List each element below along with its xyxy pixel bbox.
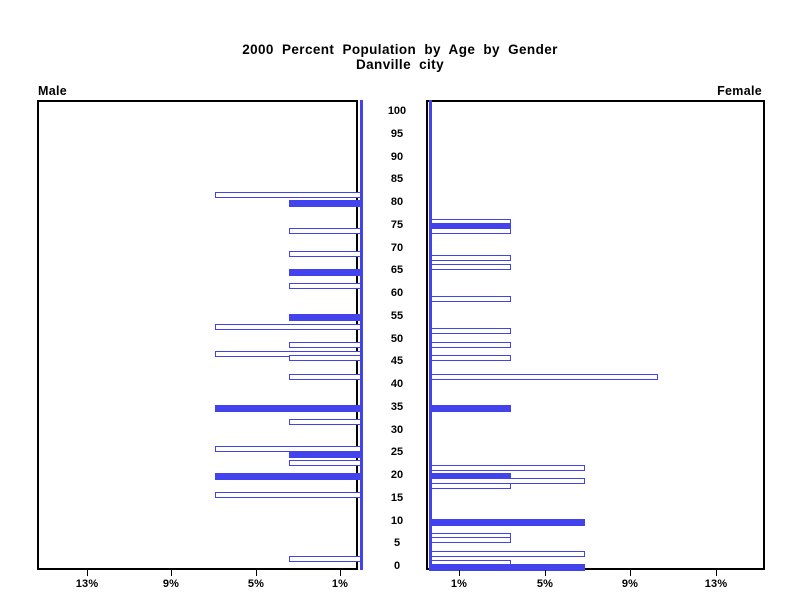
female-x-tick-label-1: 1% (450, 578, 468, 590)
male-x-tick-label-13: 13% (75, 578, 99, 590)
bar-female-age-18 (429, 483, 511, 489)
age-tick-label-75: 75 (390, 219, 404, 231)
female-x-tick-label-13: 13% (704, 578, 728, 590)
bar-female-age-75 (429, 223, 511, 230)
bar-female-age-3 (429, 551, 585, 557)
bar-male-age-42 (289, 374, 361, 380)
age-tick-label-5: 5 (393, 537, 401, 549)
age-tick-label-85: 85 (390, 173, 404, 185)
age-tick-label-45: 45 (390, 355, 404, 367)
bar-male-age-25 (289, 451, 361, 458)
female-series-label: Female (717, 84, 762, 98)
male-x-tick-1 (340, 570, 341, 576)
bar-male-age-23 (289, 460, 361, 466)
male-x-tick-label-5: 5% (247, 578, 265, 590)
female-x-tick-1 (459, 570, 460, 576)
bar-female-age-46 (429, 355, 511, 361)
bar-male-age-20 (215, 473, 361, 480)
chart-subtitle: Danville city (356, 57, 444, 72)
bar-female-age-20 (429, 473, 511, 480)
female-x-tick-label-5: 5% (536, 578, 554, 590)
male-x-tick-label-9: 9% (162, 578, 180, 590)
bar-male-age-55 (289, 314, 361, 321)
bar-male-age-46 (289, 355, 361, 361)
bar-male-age-2 (289, 556, 361, 562)
female-x-tick-9 (630, 570, 631, 576)
bar-female-age-42 (429, 374, 658, 380)
bar-female-age-10 (429, 519, 585, 526)
bar-female-age-74 (429, 228, 511, 234)
age-tick-label-20: 20 (390, 469, 404, 481)
bar-male-age-62 (289, 283, 361, 289)
male-x-tick-5 (256, 570, 257, 576)
age-tick-label-0: 0 (393, 560, 401, 572)
female-x-tick-label-9: 9% (621, 578, 639, 590)
bar-female-age-59 (429, 296, 511, 302)
age-tick-label-80: 80 (390, 196, 404, 208)
bar-female-age-22 (429, 465, 585, 471)
female-x-tick-13 (716, 570, 717, 576)
age-tick-label-55: 55 (390, 310, 404, 322)
male-series-label: Male (38, 84, 67, 98)
bar-female-age-49 (429, 342, 511, 348)
chart-title: 2000 Percent Population by Age by Gender (242, 42, 558, 57)
age-tick-label-30: 30 (390, 424, 404, 436)
age-tick-label-100: 100 (387, 105, 407, 117)
bar-male-age-80 (289, 200, 361, 207)
age-tick-label-90: 90 (390, 151, 404, 163)
bar-male-age-16 (215, 492, 361, 498)
female-zero-line (428, 100, 432, 570)
male-x-tick-13 (87, 570, 88, 576)
bar-male-age-35 (215, 405, 361, 412)
bar-male-age-53 (215, 324, 361, 330)
age-tick-label-35: 35 (390, 401, 404, 413)
age-tick-label-25: 25 (390, 446, 404, 458)
bar-male-age-65 (289, 269, 361, 276)
bar-female-age-66 (429, 264, 511, 270)
bar-female-age-6 (429, 537, 511, 543)
bar-male-age-69 (289, 251, 361, 257)
bar-female-age-52 (429, 328, 511, 334)
bar-female-age-0 (429, 564, 585, 571)
female-x-tick-5 (545, 570, 546, 576)
bar-female-age-68 (429, 255, 511, 261)
age-tick-label-40: 40 (390, 378, 404, 390)
age-tick-label-15: 15 (390, 492, 404, 504)
bar-female-age-35 (429, 405, 511, 412)
male-x-tick-label-1: 1% (331, 578, 349, 590)
male-panel (37, 100, 358, 570)
age-tick-label-65: 65 (390, 264, 404, 276)
age-tick-label-60: 60 (390, 287, 404, 299)
bar-male-age-74 (289, 228, 361, 234)
male-zero-line (359, 100, 363, 570)
age-tick-label-95: 95 (390, 128, 404, 140)
female-panel (426, 100, 765, 570)
bar-male-age-82 (215, 192, 361, 198)
bar-male-age-49 (289, 342, 361, 348)
bar-male-age-32 (289, 419, 361, 425)
male-x-tick-9 (171, 570, 172, 576)
age-tick-label-50: 50 (390, 333, 404, 345)
age-tick-label-10: 10 (390, 515, 404, 527)
age-tick-label-70: 70 (390, 242, 404, 254)
